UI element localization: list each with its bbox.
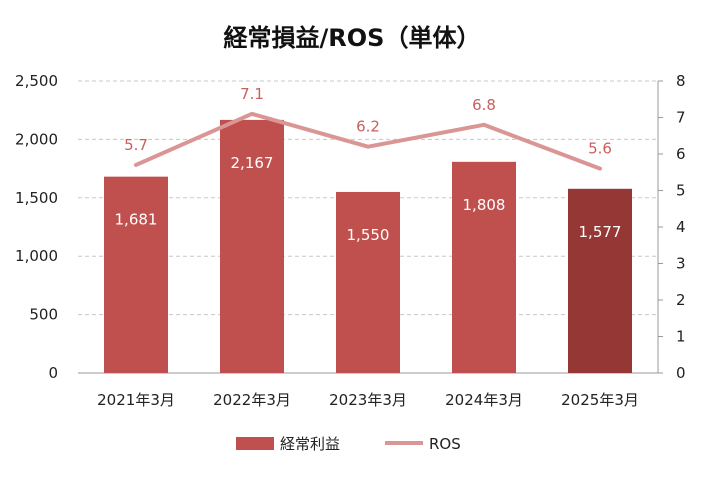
right-tick-label-4: 4 (676, 218, 686, 236)
left-tick-label-5: 2,500 (15, 72, 58, 90)
bar-label-2: 1,550 (347, 226, 390, 244)
left-axis-ticks: 0 500 1,000 1,500 2,000 2,500 (15, 72, 58, 382)
ros-label-2: 6.2 (356, 118, 380, 136)
right-tick-label-2: 2 (676, 291, 686, 309)
left-tick-label-1: 500 (29, 306, 58, 324)
ros-label-4: 5.6 (588, 140, 612, 158)
category-label-0: 2021年3月 (97, 391, 175, 409)
right-axis-ticks: 0 1 2 3 4 5 6 7 8 (658, 72, 686, 382)
category-label-1: 2022年3月 (213, 391, 291, 409)
right-tick-label-7: 7 (676, 109, 686, 127)
bar-4 (568, 188, 632, 373)
bar-label-3: 1,808 (463, 196, 506, 214)
legend: 経常利益 ROS (236, 435, 461, 453)
left-tick-label-0: 0 (48, 364, 58, 382)
ros-label-3: 6.8 (472, 96, 496, 114)
right-tick-label-8: 8 (676, 72, 686, 90)
bar-label-1: 2,167 (231, 154, 274, 172)
bar-label-0: 1,681 (115, 211, 158, 229)
bar-label-4: 1,577 (579, 223, 622, 241)
category-labels: 2021年3月 2022年3月 2023年3月 2024年3月 2025年3月 (97, 391, 639, 409)
right-tick-label-5: 5 (676, 182, 686, 200)
bar-2 (336, 191, 400, 373)
category-label-2: 2023年3月 (329, 391, 407, 409)
right-tick-label-3: 3 (676, 255, 686, 273)
left-tick-label-4: 2,000 (15, 130, 58, 148)
left-tick-label-3: 1,500 (15, 189, 58, 207)
bar-data-labels: 1,681 2,167 1,550 1,808 1,577 (115, 154, 622, 244)
legend-label-line: ROS (429, 435, 461, 453)
left-tick-label-2: 1,000 (15, 247, 58, 265)
bar-3 (452, 161, 516, 373)
right-tick-label-1: 1 (676, 328, 686, 346)
ros-data-labels: 5.7 7.1 6.2 6.8 5.6 (124, 85, 612, 158)
right-tick-label-0: 0 (676, 364, 686, 382)
legend-swatch-bar (236, 437, 274, 450)
ros-label-1: 7.1 (240, 85, 264, 103)
bar-1 (220, 119, 284, 373)
category-label-4: 2025年3月 (561, 391, 639, 409)
ros-line-series (134, 111, 602, 171)
legend-label-bar: 経常利益 (280, 435, 340, 453)
category-label-3: 2024年3月 (445, 391, 523, 409)
bar-0 (104, 176, 168, 373)
right-tick-label-6: 6 (676, 145, 686, 163)
ros-label-0: 5.7 (124, 136, 148, 154)
chart-title: 経常損益/ROS（単体） (224, 24, 481, 52)
bar-series (104, 119, 632, 373)
